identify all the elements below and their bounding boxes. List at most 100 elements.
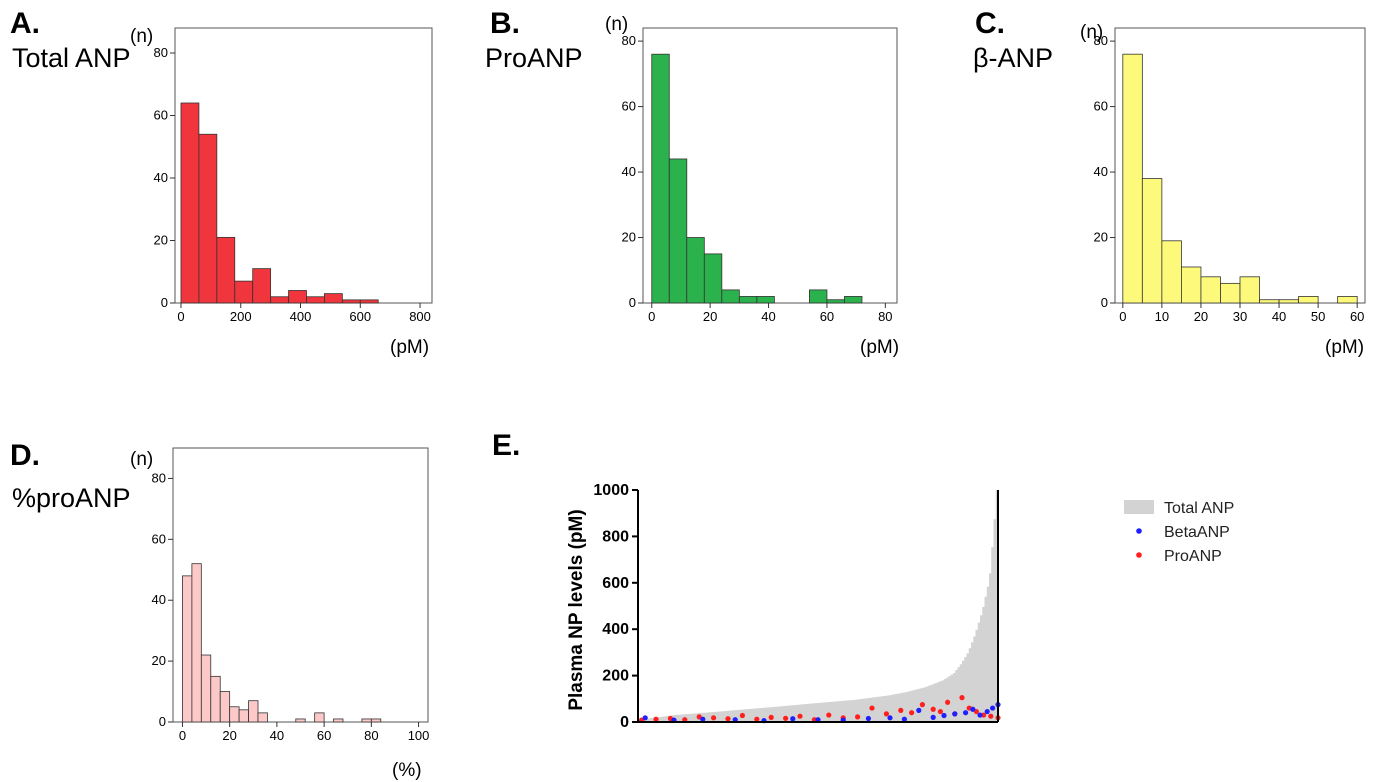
panel-e-proanp-point [653,716,659,722]
panel-e-total-bar [721,711,724,722]
panel-d-y-tick-label: 80 [152,470,166,485]
panel-e-total-bar [662,716,666,722]
panel-e-total-bar [678,714,682,722]
panel-e-total-bar [980,615,983,722]
panel-e-total-bar [858,699,862,722]
panel-e-betaanp-point [952,711,958,717]
panel-e-y-tick-label: 400 [602,621,629,638]
panel-a-bar [180,102,200,304]
panel-e-total-bar [831,701,835,722]
panel-e-total-bar [989,573,992,722]
panel-e-proanp-point [919,702,926,708]
panel-e-total-bar [770,707,774,722]
panel-e-betaanp-point [977,712,983,718]
panel-e-total-bar [881,696,884,722]
panel-e-total-bar [822,702,826,722]
panel-a-title: Total ANP [12,43,131,73]
panel-e-proanp-point [945,699,951,705]
panel-e-y-tick-label: 600 [602,575,629,592]
panel-e-total-bar [676,714,679,722]
panel-b-bar [721,289,740,304]
panel-b-bar [738,296,758,304]
panel-b: B. ProANP (n) (pM) 0 20 40 60 80 0 20 40 60 80 [485,7,899,358]
panel-e-total-bar [941,680,945,722]
panel-e-total-bar [957,667,961,722]
panel-e-proanp-point [768,714,774,720]
panel-e-total-bar [950,674,954,722]
panel-e-betaanp-point [700,716,706,722]
panel-c-bar [1200,276,1221,304]
panel-b-y-tick-label: 80 [622,33,636,48]
panel-e-proanp-point [725,716,731,722]
panel-e-total-bar [887,695,891,722]
legend-betaanp-swatch [1136,528,1142,534]
panel-e-total-bar [811,703,814,722]
panel-e-total-bar [707,712,711,722]
panel-c-title: β-ANP [973,43,1053,73]
panel-e-total-bar [757,708,760,722]
panel-e-betaanp-point [990,705,996,711]
panel-a-y-tick-label: 80 [154,45,168,60]
panel-d-bar [182,575,193,723]
panel-e-total-bar [948,676,952,722]
panel-e-proanp-point [937,708,944,715]
panel-d-x-tick-label: 80 [364,728,378,743]
panel-e-total-bar [885,695,889,722]
panel-c-y-tick-label: 80 [1094,33,1108,48]
panel-e-total-bar [993,519,997,722]
panel-e-total-bar [899,693,902,722]
panel-a-y-tick-label: 60 [154,108,168,123]
panel-e-total-bar [926,686,929,722]
panel-b-bar [826,299,845,304]
panel-a-bar [324,293,343,304]
panel-e-total-bar [800,704,803,722]
panel-b-bar [809,289,828,304]
panel-a-bar [288,290,307,304]
panel-e-proanp-point [811,717,818,723]
panel-e-y-tick-label: 1000 [593,482,629,499]
panel-e-total-bar [818,702,821,722]
panel-d-bar [229,706,240,723]
panel-c-bar [1239,276,1260,304]
panel-e-total-bar [932,683,936,722]
panel-b-y-unit: (n) [605,14,628,35]
panel-e-total-bar [937,682,940,722]
panel-c-bar [1181,266,1202,304]
panel-e-betaanp-point [984,708,990,715]
panel-e-total-bar [689,713,693,722]
panel-e-total-bar [935,682,938,722]
panel-e-total-bar [680,714,684,722]
panel-c-bar [1259,299,1280,304]
panel-e-total-bar [896,693,900,722]
panel-e-total-bar [824,702,828,722]
panel-c-bar [1122,53,1143,304]
panel-e-betaanp-point [732,717,738,723]
panel-a-x-unit: (pM) [390,337,429,358]
panel-e-total-bar [908,691,911,722]
panel-e-total-bar [779,706,783,722]
panel-a-x-tick-label: 600 [349,309,371,324]
panel-d-x-tick-label: 40 [270,728,284,743]
panel-e-total-bar [723,711,727,722]
panel-c-y-tick-label: 40 [1094,164,1108,179]
panel-b-x-tick-label: 40 [761,309,775,324]
panel-d-x-tick-label: 60 [317,728,331,743]
panel-a-y-tick-label: 0 [161,295,168,310]
panel-b-y-tick-label: 0 [629,295,636,310]
panel-b-bar [844,296,863,304]
panel-e-total-bar [968,648,972,722]
panel-b-title: ProANP [485,43,583,73]
panel-a-x-tick-label: 400 [290,309,312,324]
panel-e-total-bar [847,700,850,722]
panel-e-proanp-point [783,715,789,721]
panel-e-total-bar [829,701,832,722]
panel-e-proanp-point [711,715,717,721]
legend-betaanp-label: BetaANP [1164,524,1230,541]
panel-e-total-bar [892,694,895,722]
panel-a-bar [306,296,325,304]
panel-e-total-bar [840,700,844,722]
panel-e-total-bar [777,706,781,722]
panel-e-total-bar [959,664,963,722]
panel-d-bar [295,718,306,723]
panel-a-bar [270,296,289,304]
